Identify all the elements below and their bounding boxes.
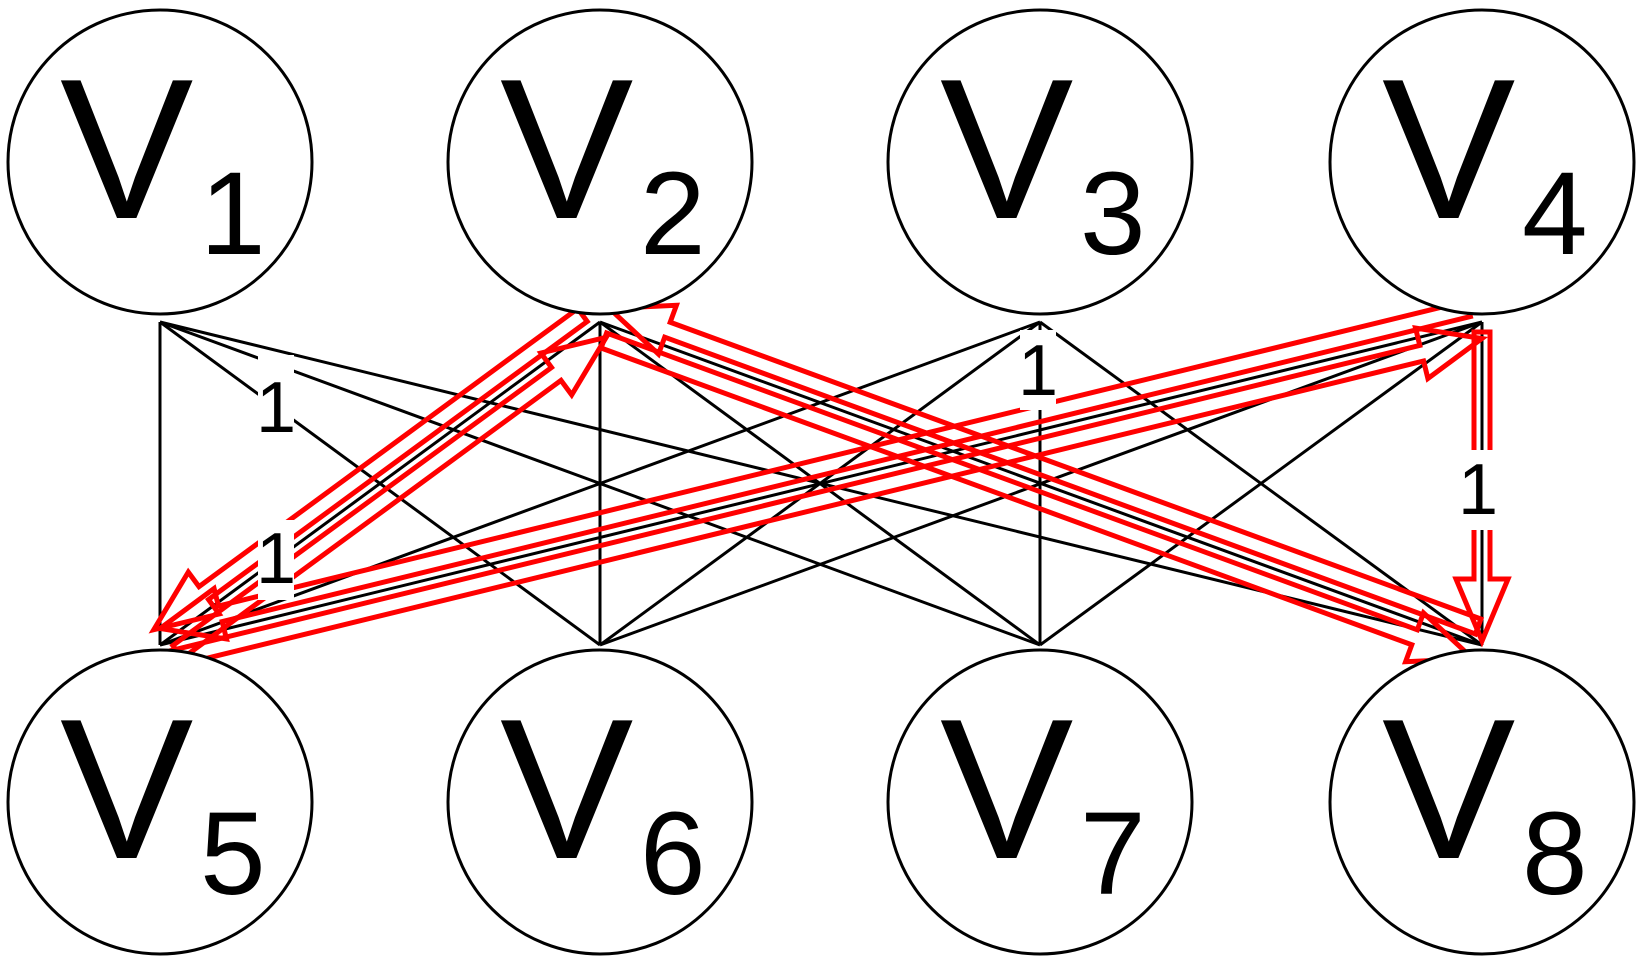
edge-labels-layer: 1 1 1 1: [256, 330, 1498, 600]
node-circle: [6, 8, 314, 316]
highlight-arrow-v4-to-v8: [1452, 329, 1512, 648]
node-subscript: 1: [200, 148, 266, 280]
node-subscript: 7: [1080, 788, 1146, 920]
edge-label-v4-v8: 1: [1458, 450, 1498, 530]
node-label: V: [1382, 38, 1515, 261]
edge-weight-label: 1: [256, 519, 296, 599]
edge-label-v3: 1: [1018, 330, 1058, 411]
edge-v3-v5: [159, 320, 1041, 647]
highlight-arrow-v5-to-v2: [169, 333, 612, 662]
nodes-layer: V 1 V 2 V 3 V 4V 5 V 6 V 7 V 8: [6, 8, 1636, 956]
node-circle: [6, 648, 314, 956]
node-label: V: [500, 38, 633, 261]
node-subscript: 8: [1522, 788, 1588, 920]
highlight-arrow-v4-to-v5: [153, 298, 1474, 643]
edge-v4-v6: [599, 320, 1483, 647]
edge-label-v1-v5-area: 1: [256, 519, 296, 600]
edge-label-v1-v6: 1: [256, 355, 296, 448]
node-circle: [446, 8, 754, 316]
edge-weight-label: 1: [256, 368, 296, 448]
node-label: V: [60, 38, 193, 261]
node-subscript: 4: [1522, 148, 1588, 280]
node-subscript: 2: [640, 148, 706, 280]
edge-v4-v5: [159, 320, 1483, 647]
edge-v4-v7: [1039, 320, 1483, 647]
node-subscript: 6: [640, 788, 706, 920]
node-circle: [1328, 648, 1636, 956]
highlight-arrow-v5-to-v4: [168, 324, 1489, 669]
node-label: V: [1382, 678, 1515, 901]
highlighted-arrows-layer: [148, 298, 1512, 669]
node-subscript: 3: [1080, 148, 1146, 280]
node-circle: [446, 648, 754, 956]
highlight-arrow-v2-to-v8: [597, 329, 1479, 665]
node-circle: [1328, 8, 1636, 316]
node-label: V: [500, 678, 633, 901]
node-subscript: 5: [200, 788, 266, 920]
node-label: V: [60, 678, 193, 901]
node-circle: [886, 648, 1194, 956]
edge-weight-label: 1: [1458, 450, 1498, 530]
edge-weight-label: 1: [1018, 331, 1058, 411]
edge-v2-v5: [159, 320, 601, 647]
highlight-arrow-v8-to-v2: [603, 302, 1485, 638]
node-label: V: [940, 678, 1073, 901]
node-label: V: [940, 38, 1073, 261]
highlight-arrow-v2-to-v5: [148, 305, 591, 634]
node-circle: [886, 8, 1194, 316]
